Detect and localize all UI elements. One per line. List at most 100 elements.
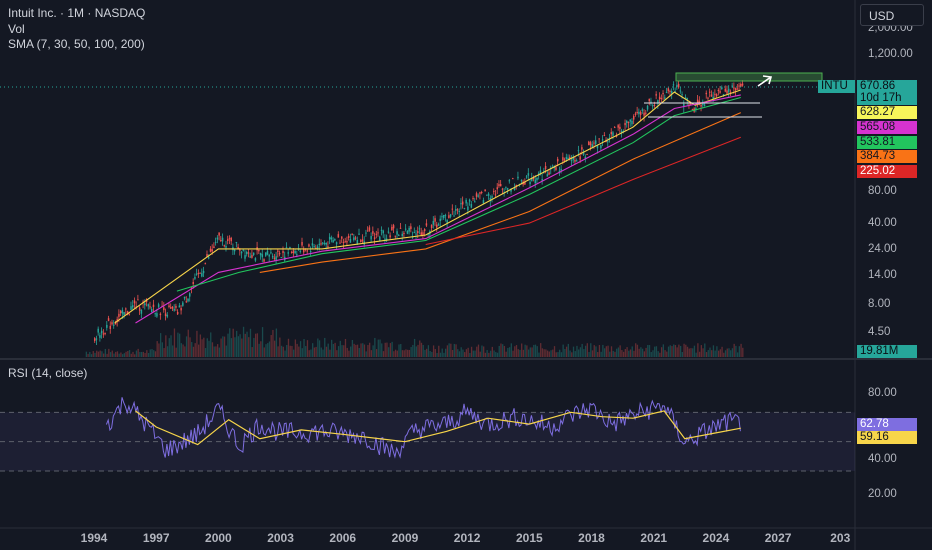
candle-body (377, 232, 379, 234)
volume-bar (403, 350, 405, 357)
volume-bar (472, 350, 474, 357)
volume-bar (422, 344, 424, 357)
time-axis-label: 2015 (516, 531, 543, 545)
candle-body (594, 140, 597, 144)
volume-bar (413, 338, 416, 357)
volume-bar (438, 345, 440, 357)
volume-bar (686, 346, 689, 357)
volume-bar (521, 343, 523, 357)
candle-body (220, 239, 222, 241)
candle-body (399, 227, 402, 229)
volume-bar (180, 343, 183, 357)
ticker-tag: INTU (818, 80, 855, 93)
volume-bar (641, 348, 644, 357)
volume-bar (605, 346, 607, 357)
volume-bar (303, 338, 305, 357)
volume-bar (690, 348, 692, 357)
candle-body (182, 302, 184, 306)
candle-body (461, 201, 464, 205)
price-scale-label: 40.00 (868, 217, 897, 229)
volume-bar (159, 333, 162, 357)
volume-bar (210, 332, 212, 357)
price-scale-label: 8.00 (868, 298, 890, 310)
candle-body (252, 252, 255, 256)
volume-bar (363, 344, 366, 357)
candle-body (254, 258, 257, 261)
candle-body (672, 84, 675, 86)
candle-body (116, 319, 118, 322)
candle-body (335, 242, 338, 245)
candle-body (194, 276, 196, 279)
volume-bar (215, 346, 217, 357)
candle-body (596, 145, 599, 149)
volume-bar (213, 346, 215, 357)
candle-body (176, 311, 179, 315)
candle-body (525, 176, 528, 178)
candle-body (708, 91, 711, 93)
candle-body (736, 88, 739, 90)
candle-body (444, 215, 447, 217)
candle-body (674, 91, 676, 93)
volume-bar (531, 347, 533, 357)
candle-body (349, 238, 352, 243)
candle-body (325, 242, 327, 245)
candle-body (275, 256, 277, 260)
price-scale-label: 1,200.00 (868, 48, 913, 60)
candle-body (247, 252, 250, 254)
candle-body (442, 214, 445, 219)
candle-body (358, 233, 360, 235)
volume-bar (343, 345, 345, 357)
volume-bar (101, 351, 103, 357)
volume-bar (377, 339, 379, 357)
volume-bar (576, 345, 578, 357)
volume-bar (393, 351, 395, 357)
candle-body (258, 249, 260, 252)
volume-bar (662, 344, 664, 357)
candle-body (501, 188, 504, 190)
volume-bar (600, 351, 602, 357)
candle-body (287, 252, 289, 254)
candle-body (342, 242, 345, 244)
volume-bar (626, 347, 628, 357)
volume-bar (87, 353, 89, 357)
candle-body (166, 314, 169, 317)
candle-body (586, 154, 588, 156)
volume-bar (142, 351, 145, 357)
volume-bar (643, 351, 645, 357)
volume-bar (711, 350, 713, 357)
volume-bar (621, 350, 623, 357)
volume-bar (738, 346, 741, 357)
volume-bar (96, 350, 98, 357)
candle-body (613, 127, 616, 129)
candle-body (382, 230, 384, 234)
volume-bar (436, 352, 438, 357)
volume-bar (419, 340, 421, 357)
volume-bar (256, 333, 259, 357)
volume-bar (128, 350, 131, 357)
candle-body (175, 305, 177, 308)
volume-bar (593, 345, 595, 357)
volume-bar (211, 342, 214, 357)
candle-body (337, 234, 340, 238)
candle-body (496, 187, 499, 190)
candle-body (662, 93, 664, 95)
candle-body (705, 92, 708, 95)
currency-button[interactable]: USD (860, 4, 924, 26)
volume-bar (199, 334, 202, 357)
price-scale-label: 80.00 (868, 185, 897, 197)
volume-bar (578, 349, 580, 357)
volume-bar (427, 345, 430, 357)
volume-bar (481, 345, 483, 357)
candle-body (214, 241, 217, 243)
volume-bar (628, 350, 630, 357)
volume-bar (717, 350, 720, 357)
volume-bar (507, 347, 509, 357)
candle-body (651, 105, 654, 107)
volume-bar (194, 343, 196, 357)
candle-body (600, 145, 602, 149)
volume-bar (382, 351, 385, 357)
volume-bar (230, 338, 233, 357)
candle-body (195, 273, 198, 275)
volume-bar (453, 343, 455, 357)
